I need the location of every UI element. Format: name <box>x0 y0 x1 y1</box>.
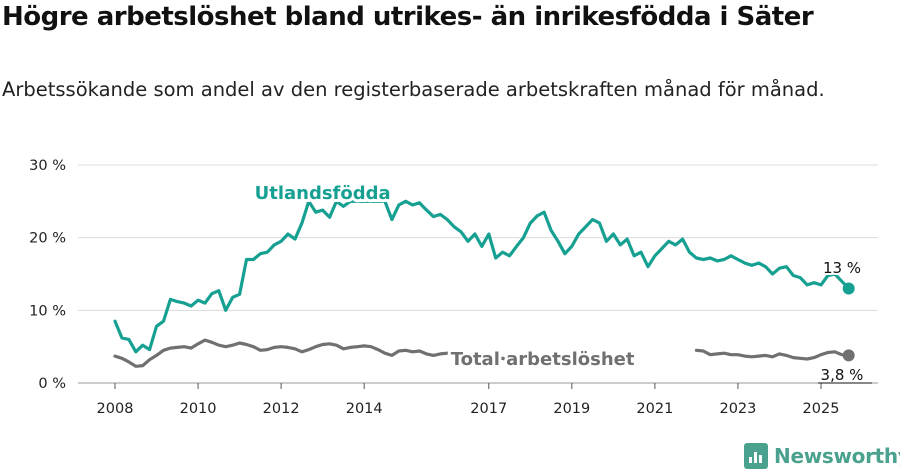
grid-lines <box>78 164 878 384</box>
series-line <box>113 338 851 368</box>
x-tick-label: 2012 <box>263 401 300 417</box>
logo-text: Newsworthy <box>774 444 900 468</box>
series-end-dot <box>842 349 855 362</box>
bar-chart-icon <box>744 443 768 469</box>
y-axis: 0 % 10 % 20 % 30 % <box>29 158 66 392</box>
series-name-label: Total arbetslöshet <box>451 349 635 370</box>
y-tick-label: 30 % <box>29 158 66 174</box>
series-name-label: Utlandsfödda <box>255 183 391 204</box>
chart-title: Högre arbetslöshet bland utrikes- än inr… <box>2 2 814 32</box>
y-tick-label: 20 % <box>29 231 66 247</box>
series-end-dot <box>842 282 855 295</box>
x-tick-label: 2014 <box>346 401 383 417</box>
x-tick-label: 2010 <box>180 401 217 417</box>
x-tick-label: 2019 <box>553 401 590 417</box>
x-tick-label: 2017 <box>470 401 507 417</box>
series-end-label: 3,8 % <box>821 366 864 384</box>
x-axis: 2008 2010 2012 2014 2017 2019 2021 2023 2025 <box>97 383 840 417</box>
series-line <box>113 199 851 354</box>
x-tick-label: 2023 <box>719 401 756 417</box>
newsworthy-logo: Newsworthy <box>744 441 900 471</box>
y-tick-label: 10 % <box>29 303 66 319</box>
x-tick-label: 2025 <box>803 401 840 417</box>
series-lines <box>113 199 855 368</box>
y-tick-label: 0 % <box>38 376 66 392</box>
series-end-label: 13 % <box>823 259 861 277</box>
x-tick-label: 2008 <box>97 401 134 417</box>
chart-subtitle: Arbetssökande som andel av den registerb… <box>2 78 825 101</box>
x-tick-label: 2021 <box>636 401 673 417</box>
series-labels: Utlandsfödda Total arbetslöshet 13 % 3,8 % <box>252 180 872 386</box>
